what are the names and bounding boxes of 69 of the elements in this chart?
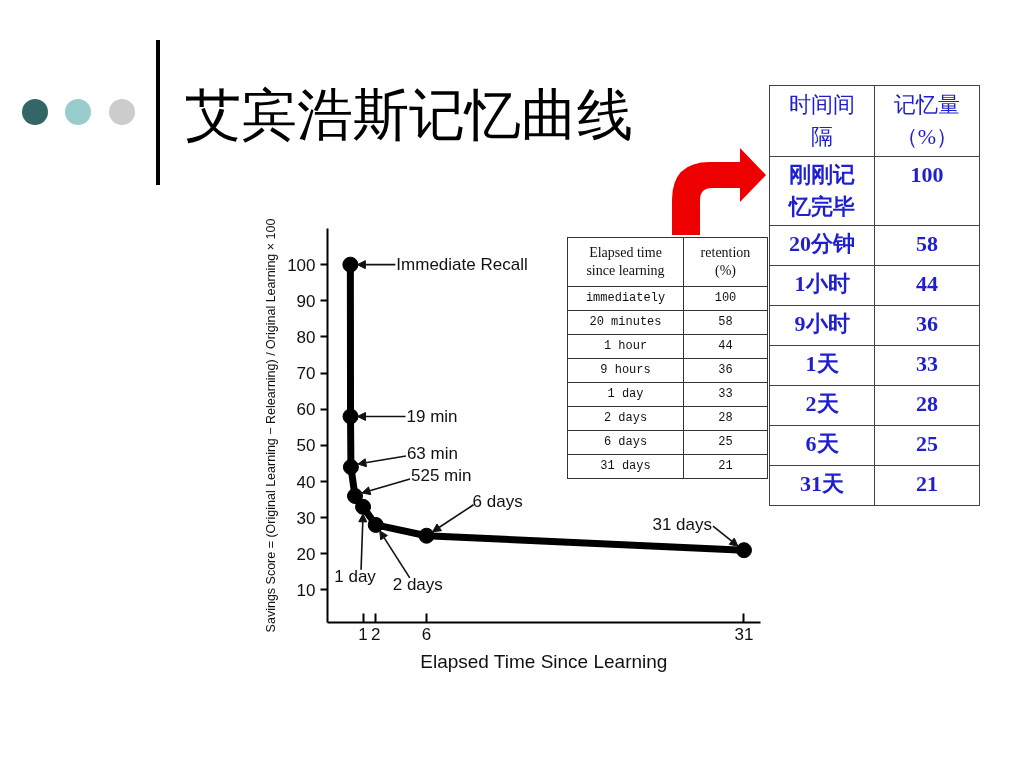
category-label: 1 day bbox=[567, 382, 684, 407]
category-label: 2 days bbox=[567, 406, 684, 431]
point bbox=[342, 256, 359, 273]
text: 时间间隔 bbox=[769, 85, 875, 157]
data-label: 44 bbox=[683, 334, 768, 359]
y-tick-label: 60 bbox=[296, 400, 316, 420]
category-label: 1天 bbox=[769, 345, 875, 386]
x-tick-label: 6 bbox=[421, 624, 432, 644]
category-label: 9小时 bbox=[769, 305, 875, 346]
data-label: 21 bbox=[874, 465, 980, 506]
point bbox=[735, 542, 752, 559]
annotation: 63 min bbox=[406, 443, 458, 463]
data-label: 33 bbox=[874, 345, 980, 386]
category-label: 6 days bbox=[567, 430, 684, 455]
category-label: 31 days bbox=[567, 454, 684, 479]
y-tick-label: 20 bbox=[296, 544, 316, 564]
annotation: 525 min bbox=[410, 466, 472, 486]
data-label: 100 bbox=[683, 286, 768, 311]
category-label: 9 hours bbox=[567, 358, 684, 383]
data-label: 100 bbox=[874, 156, 980, 226]
annotation: 6 days bbox=[472, 492, 523, 512]
y-tick-label: 40 bbox=[296, 472, 316, 492]
text: retention (%) bbox=[683, 237, 768, 287]
annotation: 31 days bbox=[652, 514, 712, 534]
y-tick-label: 90 bbox=[296, 291, 316, 311]
category-label: 6天 bbox=[769, 425, 875, 466]
x-axis-title: Elapsed Time Since Learning bbox=[420, 650, 668, 672]
point bbox=[418, 527, 435, 544]
y-tick-label: 100 bbox=[287, 255, 316, 275]
y-tick-label: 10 bbox=[296, 580, 316, 600]
y-tick-label: 50 bbox=[296, 436, 316, 456]
text: Elapsed time since learning bbox=[567, 237, 684, 287]
text: 记忆量（%） bbox=[874, 85, 980, 157]
data-label: 58 bbox=[683, 310, 768, 335]
point bbox=[346, 488, 363, 504]
data-label: 36 bbox=[683, 358, 768, 383]
chart-title: 艾宾浩斯记忆曲线 bbox=[185, 83, 633, 148]
y-tick-label: 70 bbox=[296, 364, 316, 384]
category-label: 1小时 bbox=[769, 265, 875, 306]
category-label: 20分钟 bbox=[769, 225, 875, 266]
y-axis-title: Savings Score = (Original Learning − Relearning) / Original Learning × 100 bbox=[264, 218, 279, 633]
data-label: 25 bbox=[683, 430, 768, 455]
data-label: 44 bbox=[874, 265, 980, 306]
data-label: 25 bbox=[874, 425, 980, 466]
point bbox=[355, 498, 372, 515]
data-label: 33 bbox=[683, 382, 768, 407]
category-label: 1 hour bbox=[567, 334, 684, 359]
x-tick-label: 31 bbox=[734, 624, 754, 644]
data-label: 28 bbox=[683, 406, 768, 431]
annotation: 2 days bbox=[392, 574, 443, 594]
point bbox=[342, 408, 359, 425]
point bbox=[367, 516, 384, 533]
category-label: 2天 bbox=[769, 385, 875, 426]
x-tick-label: 2 bbox=[371, 624, 381, 644]
point bbox=[342, 459, 359, 476]
data-label: 58 bbox=[874, 225, 980, 266]
annotation: Immediate Recall bbox=[396, 255, 528, 275]
data-label: 36 bbox=[874, 305, 980, 346]
annotation: 19 min bbox=[406, 406, 458, 426]
annotation: 1 day bbox=[334, 566, 377, 586]
category-label: immediately bbox=[567, 286, 684, 311]
y-tick-label: 80 bbox=[296, 327, 316, 347]
category-label: 20 minutes bbox=[567, 310, 684, 335]
data-label: 21 bbox=[683, 454, 768, 479]
data-label: 28 bbox=[874, 385, 980, 426]
category-label: 刚刚记忆完毕 bbox=[769, 156, 875, 226]
category-label: 31天 bbox=[769, 465, 875, 506]
x-tick-label: 1 bbox=[358, 624, 368, 644]
y-tick-label: 30 bbox=[296, 508, 316, 528]
